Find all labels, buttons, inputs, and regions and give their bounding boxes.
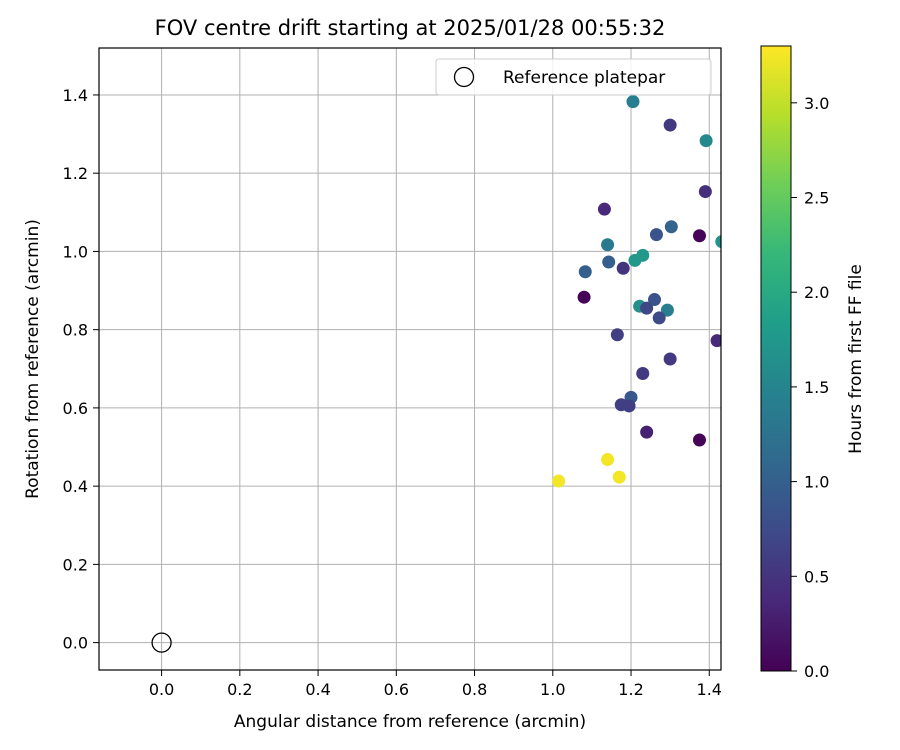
- data-point: [626, 95, 640, 109]
- data-point: [640, 425, 654, 439]
- colorbar-ticks: 0.0 0.5 1.0 1.5 2.0 2.5 3.0: [791, 94, 829, 681]
- x-tick-label: 1.2: [618, 680, 643, 699]
- data-point: [699, 134, 713, 148]
- colorbar-tick-label: 0.5: [804, 567, 829, 586]
- plot-frame: [98, 47, 722, 671]
- x-axis-label: Angular distance from reference (arcmin): [234, 712, 586, 732]
- data-point: [692, 229, 706, 243]
- grid: [99, 48, 721, 670]
- x-tick-label: 1.0: [540, 680, 565, 699]
- colorbar-tick-label: 2.5: [804, 189, 829, 208]
- y-tick-label: 0.6: [63, 399, 88, 418]
- y-tick-label: 0.4: [63, 477, 88, 496]
- data-point: [610, 328, 624, 342]
- y-tick-label: 1.2: [63, 164, 88, 183]
- data-point: [578, 265, 592, 279]
- data-point: [649, 228, 663, 242]
- colorbar-tick-label: 2.0: [804, 283, 829, 302]
- y-tick-label: 0.0: [63, 634, 88, 653]
- colorbar: 0.0 0.5 1.0 1.5 2.0 2.5 3.0 Hours from first F…: [760, 45, 866, 681]
- data-point: [663, 352, 677, 366]
- x-axis: 0.0 0.2 0.4 0.6 0.8 1.0 1.2 1.4: [149, 670, 722, 699]
- data-point: [601, 238, 615, 252]
- data-point: [577, 290, 591, 304]
- y-tick-label: 0.8: [63, 321, 88, 340]
- x-tick-label: 0.0: [149, 680, 174, 699]
- data-point: [628, 253, 642, 267]
- colorbar-gradient: [760, 45, 792, 672]
- data-points: [552, 95, 721, 488]
- data-point: [663, 118, 677, 132]
- x-tick-label: 0.2: [227, 680, 252, 699]
- y-tick-label: 1.4: [63, 86, 88, 105]
- data-point: [710, 334, 721, 348]
- data-point: [601, 453, 615, 467]
- data-point: [640, 301, 654, 315]
- data-point: [664, 220, 678, 234]
- colorbar-tick-label: 3.0: [804, 94, 829, 113]
- legend: Reference platepar: [435, 58, 712, 96]
- data-point: [597, 202, 611, 216]
- legend-label: Reference platepar: [503, 68, 665, 88]
- colorbar-tick-label: 1.5: [804, 378, 829, 397]
- data-point: [692, 433, 706, 447]
- data-point: [602, 255, 616, 269]
- x-tick-label: 0.4: [305, 680, 330, 699]
- data-point: [647, 293, 661, 307]
- data-point: [612, 470, 626, 484]
- x-tick-label: 0.8: [462, 680, 487, 699]
- data-point: [698, 185, 712, 199]
- colorbar-label: Hours from first FF file: [846, 264, 866, 454]
- reference-point: [151, 632, 172, 653]
- y-axis: 0.0 0.2 0.4 0.6 0.8 1.0 1.2 1.4: [63, 86, 99, 653]
- data-point: [715, 235, 721, 249]
- chart-title: FOV centre drift starting at 2025/01/28 …: [155, 16, 666, 40]
- data-point: [552, 474, 566, 488]
- legend-box: [435, 58, 712, 96]
- y-tick-label: 0.2: [63, 555, 88, 574]
- reference-platepar-marker: [151, 632, 172, 653]
- data-point: [616, 261, 630, 275]
- colorbar-tick-label: 0.0: [804, 662, 829, 681]
- data-point: [652, 311, 666, 325]
- x-tick-label: 1.4: [697, 680, 722, 699]
- colorbar-tick-label: 1.0: [804, 473, 829, 492]
- legend-reference-marker: [453, 66, 475, 88]
- data-point: [622, 399, 636, 413]
- data-point: [636, 366, 650, 380]
- y-axis-label: Rotation from reference (arcmin): [23, 219, 43, 499]
- y-tick-label: 1.0: [63, 242, 88, 261]
- x-tick-label: 0.6: [384, 680, 409, 699]
- data-point: [660, 303, 674, 317]
